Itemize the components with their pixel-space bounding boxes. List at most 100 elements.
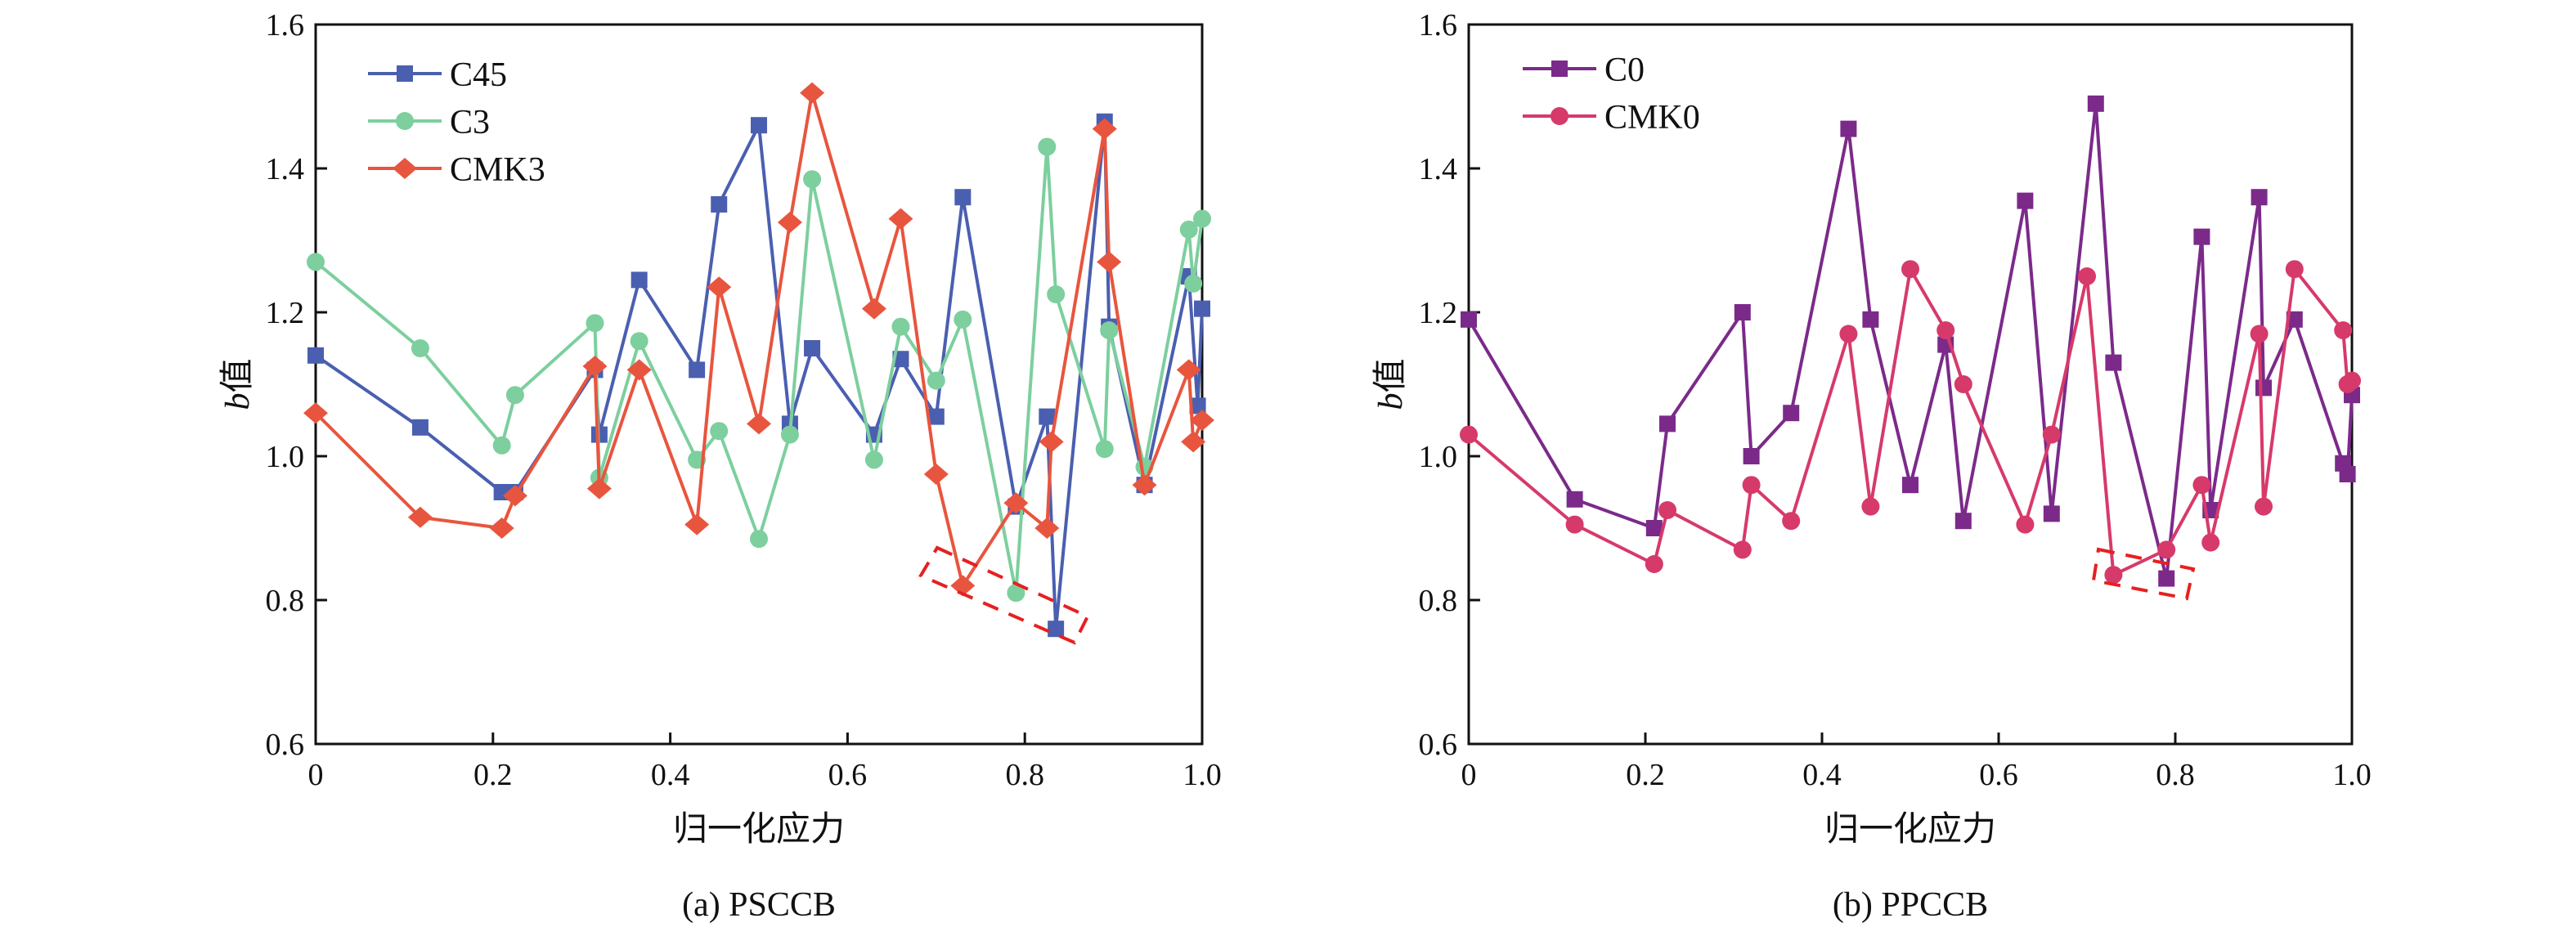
data-point	[1840, 120, 1857, 137]
series-C0	[1461, 95, 2360, 587]
legend-item: CMK0	[1523, 99, 1700, 137]
data-point	[954, 310, 972, 329]
data-point	[1936, 321, 1955, 339]
data-point	[626, 359, 652, 381]
data-point	[750, 530, 768, 549]
data-point	[1179, 220, 1198, 239]
data-point	[630, 332, 648, 351]
data-point	[927, 371, 945, 390]
y-tick-label: 1.6	[266, 8, 305, 43]
data-point	[684, 513, 710, 535]
data-point	[1742, 476, 1761, 495]
data-point	[707, 276, 732, 298]
x-tick-label: 0.8	[1005, 758, 1044, 792]
data-point	[2016, 515, 2035, 534]
data-point	[1095, 440, 1114, 459]
y-axis-label: b值	[1372, 358, 1410, 410]
data-point	[1902, 477, 1919, 494]
data-point	[777, 212, 802, 233]
data-point	[1047, 285, 1066, 303]
data-point	[1861, 497, 1880, 516]
data-point	[1645, 555, 1663, 573]
data-point	[1954, 513, 1972, 530]
y-tick-label: 0.6	[1419, 728, 1458, 762]
data-point	[800, 82, 825, 104]
data-point	[1034, 518, 1060, 539]
y-axis-label-rest: 值	[1372, 358, 1410, 392]
series-CMK0	[1460, 260, 2361, 585]
data-point	[1193, 209, 1211, 228]
data-point	[780, 425, 799, 444]
data-point	[2286, 311, 2303, 328]
y-tick-label: 1.4	[266, 152, 305, 186]
legend-item: C0	[1523, 52, 1645, 89]
data-point	[407, 506, 433, 528]
data-point	[689, 361, 706, 379]
data-point	[891, 317, 910, 336]
data-point	[1734, 304, 1751, 320]
chart-b: 0.6 0.8 1.0 1.2 1.4 1.6 0 0.2 0.4 0.6 0.8 1.0 归一化应力 b…	[1372, 8, 2372, 924]
data-point	[1007, 584, 1025, 603]
series-C3	[307, 137, 1211, 603]
data-point	[1461, 311, 1477, 328]
data-point	[1003, 492, 1029, 514]
data-point	[2343, 371, 2361, 390]
data-point	[2285, 260, 2304, 279]
x-tick-label: 0.6	[828, 758, 868, 792]
x-tick-label: 0.4	[651, 758, 690, 792]
data-point	[502, 485, 527, 507]
legend-label: CMK0	[1604, 99, 1700, 137]
data-point	[307, 347, 324, 364]
data-point	[505, 386, 524, 405]
y-axis-label: b值	[219, 358, 257, 410]
y-axis-label-italic: b	[219, 393, 257, 410]
data-point	[2193, 228, 2210, 245]
chart-a: 0.6 0.8 1.0 1.2 1.4 1.6 0 0.2 0.4 0.6 0.8 1.0 归一化应力 b…	[219, 8, 1222, 924]
data-point	[1039, 431, 1064, 453]
data-point	[1181, 431, 1206, 453]
data-point	[2104, 566, 2123, 585]
data-point	[864, 450, 883, 469]
y-tick-label: 0.6	[266, 728, 305, 762]
x-axis-label: 归一化应力	[1824, 810, 1996, 849]
series-line	[314, 91, 1204, 588]
x-tick-label: 1.0	[1183, 758, 1222, 792]
data-point	[1645, 520, 1663, 536]
data-point	[1097, 251, 1122, 273]
data-point	[1658, 501, 1676, 519]
x-tick-label: 0	[308, 758, 324, 792]
x-axis-label: 归一化应力	[673, 810, 845, 849]
data-point	[888, 208, 913, 230]
legend-marker	[1551, 107, 1568, 125]
y-axis-label-rest: 值	[219, 358, 257, 392]
data-point	[1460, 425, 1478, 444]
data-point	[1901, 260, 1919, 279]
data-point	[2255, 497, 2273, 516]
data-point	[2334, 321, 2353, 339]
data-point	[2339, 466, 2356, 482]
legend-label: C3	[450, 104, 490, 141]
caption: (b) PPCCB	[1833, 886, 1988, 924]
legend-label: C0	[1604, 52, 1645, 89]
data-point	[631, 271, 648, 289]
data-point	[1038, 137, 1057, 156]
y-axis-label-italic: b	[1372, 393, 1410, 410]
y-tick-label: 1.0	[1419, 440, 1458, 474]
data-point	[1566, 491, 1583, 508]
data-point	[954, 189, 972, 206]
data-point	[586, 314, 604, 333]
data-point	[492, 436, 511, 455]
data-point	[586, 477, 612, 500]
series-line	[1467, 267, 2354, 577]
data-point	[1184, 274, 1203, 293]
legend-marker	[393, 158, 417, 179]
data-point	[489, 518, 514, 539]
data-point	[2251, 189, 2268, 206]
data-point	[1176, 359, 1201, 381]
x-tick-label: 0.8	[2156, 758, 2195, 792]
data-point	[411, 339, 429, 357]
data-point	[710, 422, 729, 441]
data-point	[804, 340, 821, 356]
x-tick-label: 0	[1461, 758, 1477, 792]
